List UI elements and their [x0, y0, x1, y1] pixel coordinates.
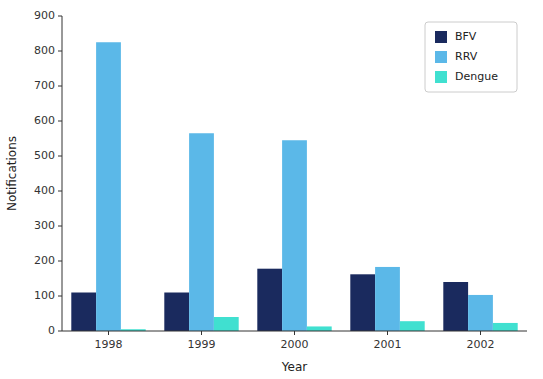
y-tick — [58, 16, 62, 17]
x-tick — [108, 331, 109, 335]
y-tick-label: 900 — [34, 9, 55, 22]
y-tick — [58, 296, 62, 297]
y-tick — [58, 226, 62, 227]
legend-swatch — [435, 31, 447, 43]
y-tick-label: 500 — [34, 149, 55, 162]
bar — [400, 321, 425, 331]
legend-label: RRV — [455, 50, 478, 63]
y-tick — [58, 121, 62, 122]
bar — [257, 269, 282, 331]
y-tick-label: 0 — [48, 324, 55, 337]
legend-swatch — [435, 71, 447, 83]
x-tick — [294, 331, 295, 335]
bar — [493, 323, 518, 331]
x-tick — [201, 331, 202, 335]
y-tick — [58, 261, 62, 262]
y-tick — [58, 86, 62, 87]
bar — [71, 293, 96, 332]
bar — [282, 140, 307, 331]
x-tick-label: 1998 — [95, 338, 123, 351]
y-tick — [58, 331, 62, 332]
bar — [214, 317, 239, 331]
y-tick — [58, 51, 62, 52]
y-tick-label: 800 — [34, 44, 55, 57]
legend-label: Dengue — [455, 70, 498, 83]
y-tick-label: 300 — [34, 219, 55, 232]
legend-swatch — [435, 51, 447, 63]
y-axis-line — [62, 16, 63, 331]
bar — [164, 293, 189, 332]
bar — [468, 295, 493, 331]
bar — [443, 282, 468, 331]
x-tick-label: 2002 — [467, 338, 495, 351]
x-tick — [387, 331, 388, 335]
x-tick-label: 2000 — [281, 338, 309, 351]
legend: BFV RRV Dengue — [425, 22, 517, 92]
y-tick-label: 200 — [34, 254, 55, 267]
y-tick-label: 100 — [34, 289, 55, 302]
y-tick-label: 700 — [34, 79, 55, 92]
legend-label: BFV — [455, 30, 477, 43]
chart: 0 100 200 300 400 500 600 700 800 900 1998 1999 2000… — [0, 0, 543, 379]
bar — [375, 267, 400, 331]
x-axis-label: Year — [281, 360, 307, 374]
axes: 0 100 200 300 400 500 600 700 800 900 1998 1999 2000… — [34, 9, 527, 351]
bar — [189, 133, 214, 331]
x-tick-label: 2001 — [374, 338, 402, 351]
y-tick — [58, 156, 62, 157]
x-tick-label: 1999 — [188, 338, 216, 351]
bar — [307, 326, 332, 331]
x-tick — [480, 331, 481, 335]
bar — [96, 42, 121, 331]
bar — [350, 274, 375, 331]
y-tick-label: 600 — [34, 114, 55, 127]
legend-frame — [425, 22, 517, 92]
y-tick-label: 400 — [34, 184, 55, 197]
y-tick — [58, 191, 62, 192]
y-axis-label: Notifications — [5, 136, 19, 211]
